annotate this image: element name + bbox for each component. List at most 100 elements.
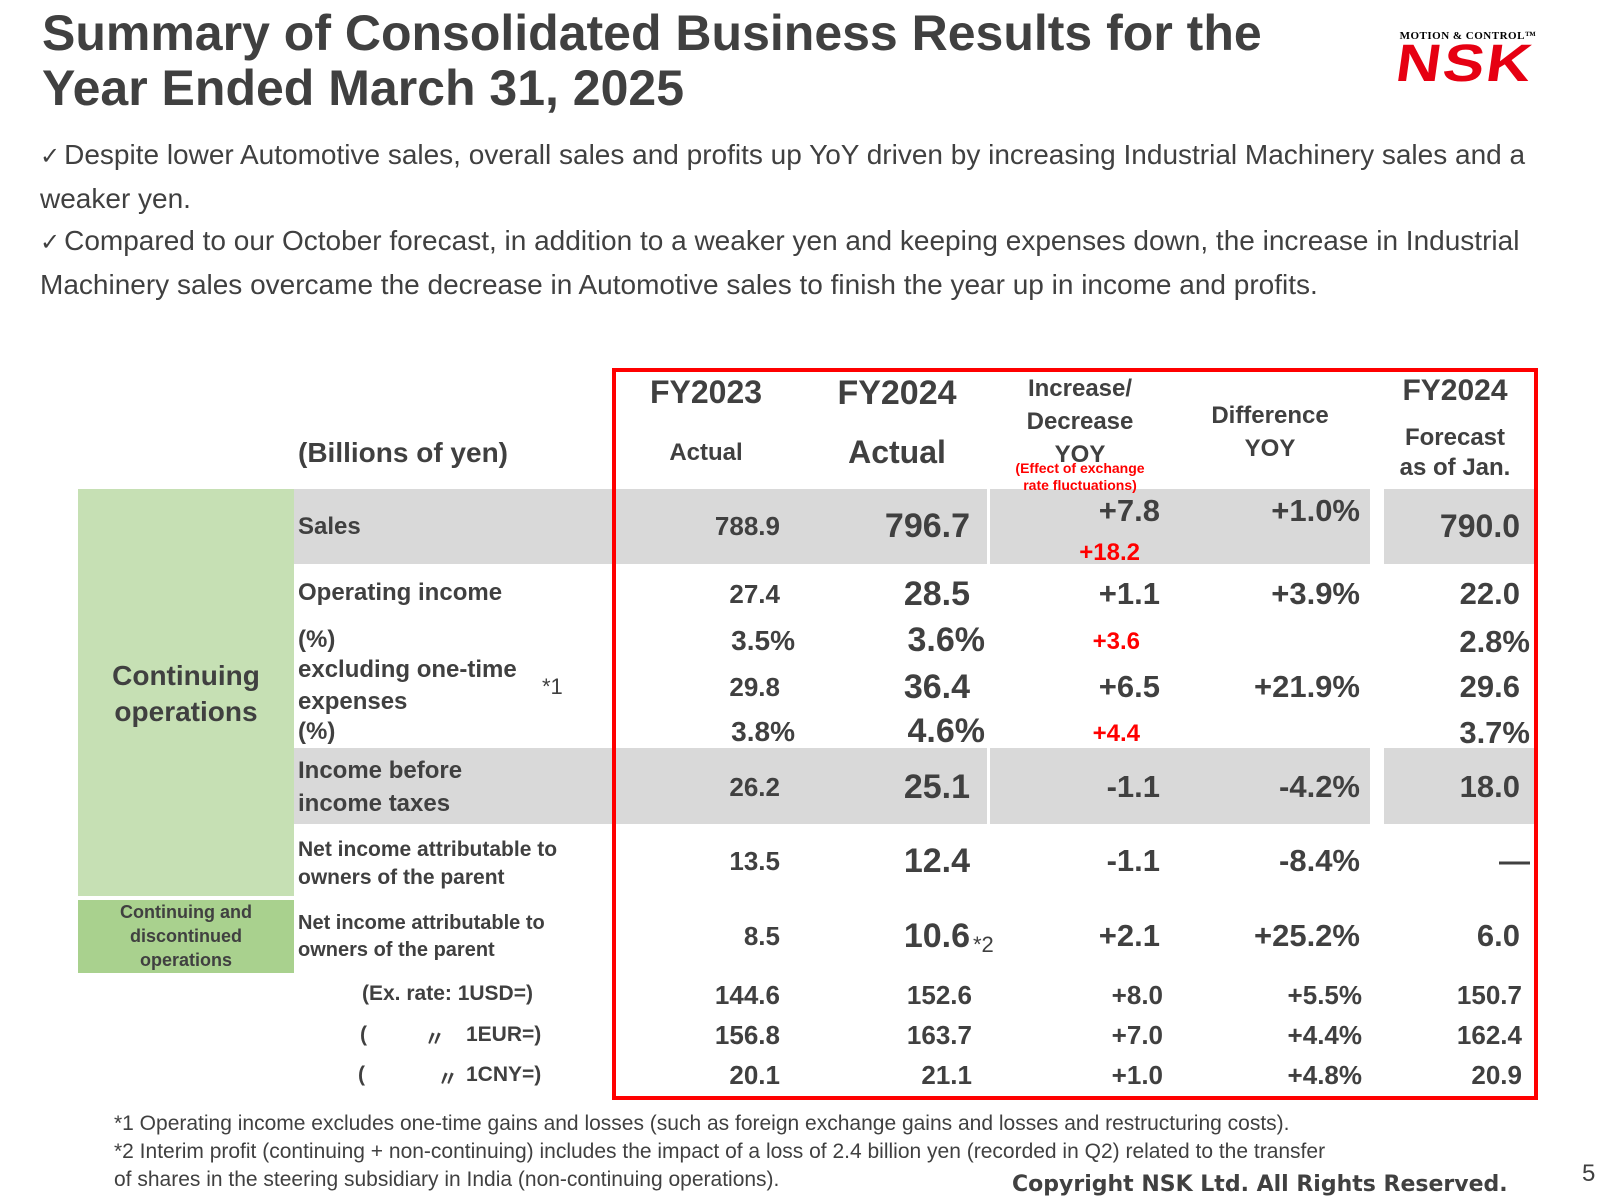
op-excl-margin-fx: +4.4 [1092, 720, 1140, 747]
fx-note-line2: rate fluctuations) [1023, 477, 1137, 493]
pretax-fy2024: 25.1 [903, 768, 970, 806]
row-label-net-cont: Net income attributable to owners of the… [298, 836, 557, 892]
op-excl-fy2024: 36.4 [903, 668, 970, 706]
logo-mark: NSK [1392, 34, 1538, 93]
pretax-label-line1: Income before [298, 757, 463, 784]
sales-fx: +18.2 [1079, 539, 1140, 566]
section-continuing: Continuing operations [78, 658, 294, 730]
usd-incdec: +8.0 [1111, 980, 1163, 1010]
header-fx-note: (Effect of exchange rate fluctuations) [990, 460, 1170, 494]
page-title: Summary of Consolidated Business Results… [42, 5, 1262, 116]
op-excl-diff: +21.9% [1253, 669, 1360, 704]
usd-fy2023: 144.6 [714, 980, 780, 1010]
row-label-op-excl-margin: (%) [298, 718, 336, 745]
pretax-fy2023: 26.2 [729, 772, 780, 802]
section-disc-line3: operations [139, 950, 232, 970]
op-margin-fx: +3.6 [1092, 628, 1140, 655]
usd-fy2024: 152.6 [906, 980, 972, 1010]
check-icon: ✓ [40, 229, 61, 256]
summary-bullets: ✓ Despite lower Automotive sales, overall… [40, 134, 1570, 306]
highlight-frame [612, 368, 1538, 1100]
op-margin-fy2023: 3.5% [731, 625, 795, 656]
header-diff: Difference YOY [1190, 399, 1350, 465]
net-cont-forecast: — [1499, 843, 1530, 878]
pretax-incdec: -1.1 [1106, 769, 1160, 804]
bullet-item: ✓ Compared to our October forecast, in ad… [40, 220, 1570, 306]
row-label-eur: 1EUR=) [466, 1023, 542, 1046]
page-number: 5 [1582, 1160, 1596, 1187]
row-label-op-excl: excluding one-time expenses [298, 654, 517, 718]
eur-fy2023: 156.8 [714, 1020, 780, 1050]
header-incdec-line2: Decrease [1026, 408, 1134, 435]
op-income-diff: +3.9% [1271, 576, 1360, 611]
cny-paren: ( [358, 1063, 365, 1086]
op-excl-label-line2: expenses [298, 688, 408, 715]
sales-diff: +1.0% [1271, 493, 1360, 528]
section-disc-line2: discontinued [130, 926, 242, 946]
pretax-row-bg-2 [990, 748, 1370, 824]
logo-tagline: MOTION & CONTROL™ [1399, 30, 1537, 42]
cny-diff: +4.8% [1287, 1060, 1362, 1090]
eur-ditto: 〃 [424, 1028, 445, 1051]
net-all-label-line1: Net income attributable to [298, 912, 545, 934]
op-excl-margin-fy2023: 3.8% [731, 716, 795, 747]
pretax-row-bg-3 [1384, 748, 1534, 824]
header-forecast-line2: as of Jan. [1399, 454, 1511, 481]
net-cont-label-line1: Net income attributable to [298, 838, 558, 861]
op-income-forecast: 22.0 [1459, 576, 1520, 611]
sales-row-bg-3 [1384, 489, 1534, 564]
footnote-2-cont: of shares in the steering subsidiary in … [114, 1168, 780, 1191]
op-excl-label-line1: excluding one-time [298, 656, 517, 683]
sales-row-bg [294, 489, 987, 564]
cny-ditto: 〃 [437, 1068, 458, 1091]
row-label-op-margin: (%) [298, 626, 336, 653]
op-income-incdec: +1.1 [1098, 576, 1160, 611]
pretax-label-line2: income taxes [298, 790, 451, 817]
footnote-1: *1 Operating income excludes one-time ga… [114, 1112, 1290, 1135]
footnote-2: *2 Interim profit (continuing + non-cont… [114, 1140, 1326, 1163]
section-continuing-line2: operations [114, 696, 258, 727]
header-diff-line1: Difference [1211, 402, 1329, 429]
section-disc-line1: Continuing and [120, 902, 252, 922]
cny-fy2023: 20.1 [729, 1060, 780, 1090]
sales-fy2023: 788.9 [714, 511, 780, 541]
fx-note-line1: (Effect of exchange [1015, 460, 1145, 476]
eur-forecast: 162.4 [1456, 1020, 1522, 1050]
bullet-text: Despite lower Automotive sales, overall … [40, 139, 1526, 214]
header-forecast-sub: Forecast as of Jan. [1380, 423, 1530, 483]
cny-fy2024: 21.1 [921, 1060, 972, 1090]
net-cont-label-line2: owners of the parent [298, 866, 505, 889]
row-label-op-income: Operating income [298, 579, 503, 606]
footnote-marker-1: *1 [542, 674, 563, 699]
usd-forecast: 150.7 [1456, 980, 1522, 1010]
header-fy2024-actual: Actual [848, 434, 946, 470]
sales-forecast: 790.0 [1439, 508, 1520, 544]
cny-forecast: 20.9 [1471, 1060, 1522, 1090]
net-all-incdec: +2.1 [1098, 918, 1160, 953]
header-diff-line2: YOY [1244, 435, 1296, 462]
net-cont-fy2023: 13.5 [729, 846, 780, 876]
header-incdec-line3: YOY [1054, 441, 1106, 468]
net-all-diff: +25.2% [1253, 918, 1360, 953]
net-all-fy2024: 10.6 [903, 917, 970, 955]
op-excl-margin-forecast: 3.7% [1459, 715, 1530, 750]
op-excl-forecast: 29.6 [1459, 669, 1520, 704]
pretax-row-bg [294, 748, 987, 824]
bullet-item: ✓ Despite lower Automotive sales, overall… [40, 134, 1570, 220]
usd-diff: +5.5% [1287, 980, 1362, 1010]
header-fy2023: FY2023 [649, 374, 763, 410]
op-margin-forecast: 2.8% [1459, 624, 1530, 659]
net-all-fy2023: 8.5 [743, 921, 780, 951]
row-label-usd: (Ex. rate: 1USD=) [362, 982, 533, 1005]
row-label-sales: Sales [298, 513, 361, 540]
net-all-label-line2: owners of the parent [298, 939, 495, 961]
nsk-logo: MOTION & CONTROL™ NSK [1388, 30, 1548, 94]
op-excl-fy2023: 29.8 [729, 672, 780, 702]
op-income-fy2023: 27.4 [729, 579, 780, 609]
eur-paren: ( [360, 1023, 367, 1046]
header-forecast-line1: Forecast [1404, 424, 1506, 451]
net-cont-diff: -8.4% [1279, 843, 1360, 878]
sales-incdec: +7.8 [1098, 493, 1160, 528]
op-excl-margin-fy2024: 4.6% [907, 712, 986, 750]
copyright: Copyright NSK Ltd. All Rights Reserved. [1012, 1172, 1508, 1197]
